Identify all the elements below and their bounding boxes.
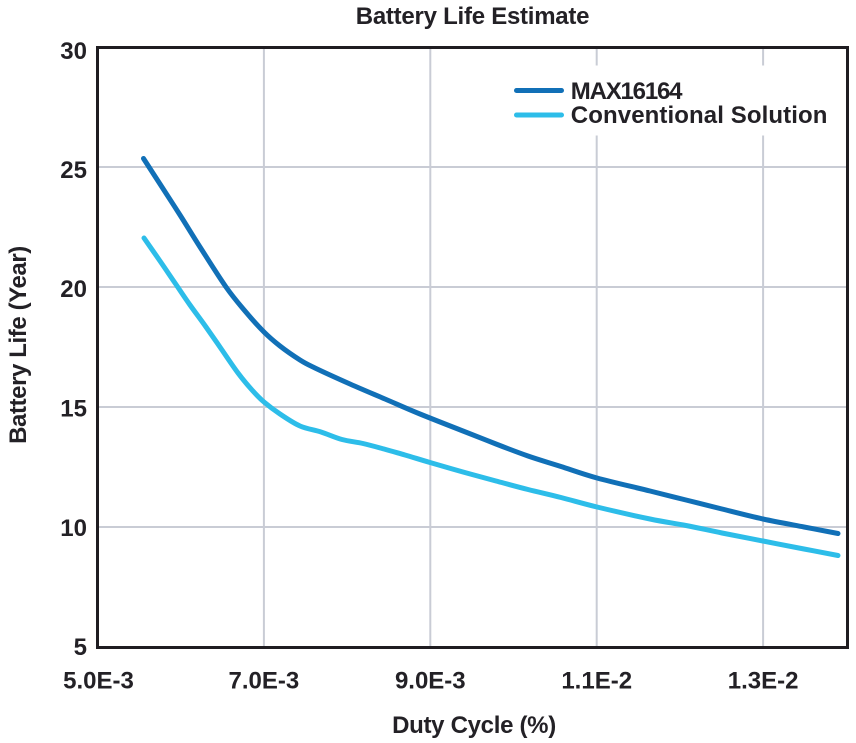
svg-text:Duty Cycle (%): Duty Cycle (%) xyxy=(392,712,556,739)
svg-text:10: 10 xyxy=(60,515,87,542)
svg-text:9.0E-3: 9.0E-3 xyxy=(395,668,466,695)
svg-text:5: 5 xyxy=(74,634,87,661)
svg-text:7.0E-3: 7.0E-3 xyxy=(229,668,300,695)
svg-text:1.1E-2: 1.1E-2 xyxy=(561,668,632,695)
svg-text:5.0E-3: 5.0E-3 xyxy=(63,668,134,695)
svg-text:20: 20 xyxy=(60,276,87,303)
svg-text:MAX16164: MAX16164 xyxy=(571,78,683,105)
svg-text:Battery Life Estimate: Battery Life Estimate xyxy=(356,3,590,30)
svg-text:15: 15 xyxy=(60,395,87,422)
svg-text:1.3E-2: 1.3E-2 xyxy=(728,668,799,695)
svg-text:Battery Life (Year): Battery Life (Year) xyxy=(5,246,32,444)
svg-text:Conventional Solution: Conventional Solution xyxy=(571,102,828,129)
svg-text:30: 30 xyxy=(60,38,87,65)
svg-text:25: 25 xyxy=(60,157,87,184)
